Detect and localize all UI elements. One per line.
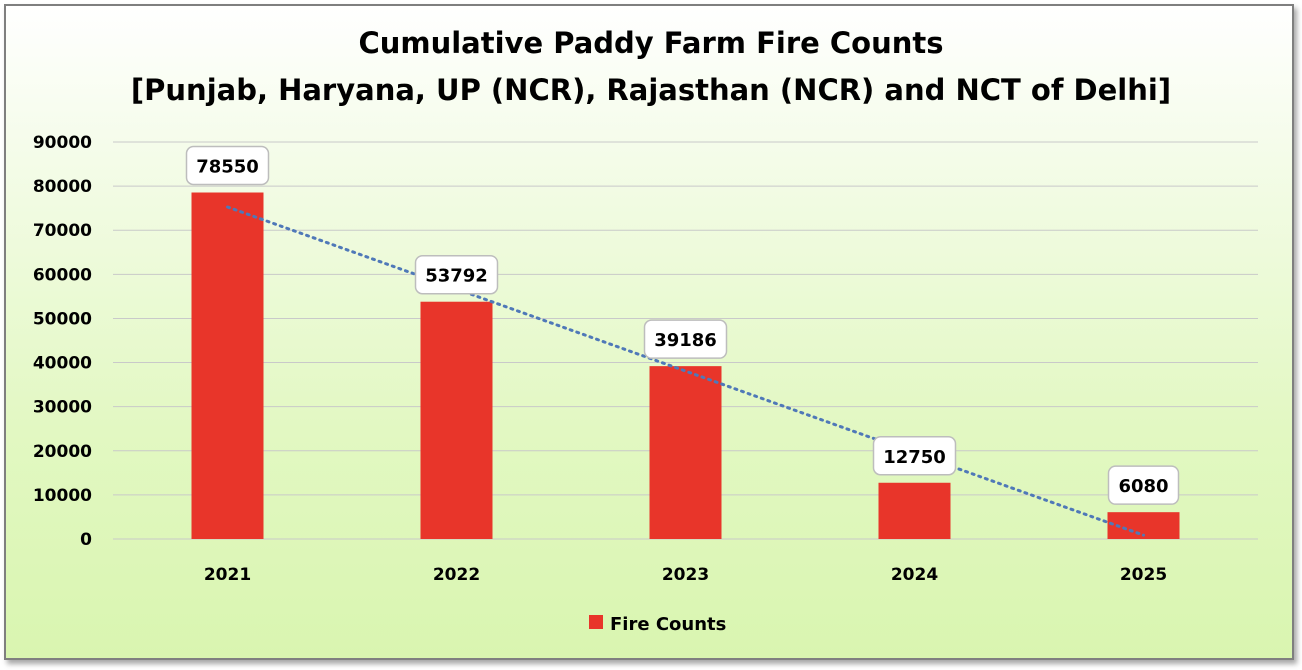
y-tick-label: 40000 — [33, 354, 92, 374]
x-tick-label: 2021 — [204, 565, 251, 585]
data-labels: 78550 53792 39186 12750 6080 — [185, 145, 1180, 505]
data-label: 12750 — [883, 447, 946, 468]
legend-label: Fire Counts — [610, 614, 726, 635]
x-tick-label: 2024 — [891, 565, 938, 585]
data-label: 53792 — [425, 266, 488, 287]
bars — [191, 192, 1180, 540]
legend: Fire Counts — [589, 614, 726, 635]
x-tick-label: 2022 — [433, 565, 480, 585]
legend-swatch — [589, 615, 603, 629]
trendline-layer — [226, 205, 1145, 537]
y-tick-label: 70000 — [33, 221, 92, 241]
x-tick-label: 2025 — [1120, 565, 1167, 585]
bar — [649, 366, 722, 539]
bar — [191, 192, 264, 540]
data-label-box — [872, 436, 957, 476]
trendline — [226, 205, 1145, 537]
data-label: 6080 — [1118, 476, 1168, 497]
data-label: 78550 — [196, 157, 259, 178]
y-axis-ticks: 0 10000 20000 30000 40000 50000 60000 70000 8000… — [33, 133, 92, 550]
bar — [878, 482, 951, 539]
data-label-box — [643, 319, 728, 359]
y-tick-label: 50000 — [33, 309, 92, 329]
x-tick-label: 2023 — [662, 565, 709, 585]
y-tick-label: 30000 — [33, 398, 92, 418]
y-tick-label: 60000 — [33, 265, 92, 285]
chart-title: Cumulative Paddy Farm Fire Counts — [358, 26, 943, 60]
chart-subtitle: [Punjab, Haryana, UP (NCR), Rajasthan (N… — [131, 73, 1171, 107]
x-axis-ticks: 2021 2022 2023 2024 2025 — [204, 565, 1167, 585]
y-tick-label: 10000 — [33, 486, 92, 506]
data-label: 39186 — [654, 330, 717, 351]
data-label-box — [185, 145, 270, 186]
data-label-box — [414, 254, 499, 295]
y-tick-label: 80000 — [33, 177, 92, 197]
bar — [420, 301, 493, 539]
y-tick-label: 90000 — [33, 133, 92, 153]
gridlines — [113, 141, 1258, 540]
y-tick-label: 0 — [80, 530, 92, 550]
data-label-box — [1107, 465, 1180, 505]
y-tick-label: 20000 — [33, 442, 92, 462]
